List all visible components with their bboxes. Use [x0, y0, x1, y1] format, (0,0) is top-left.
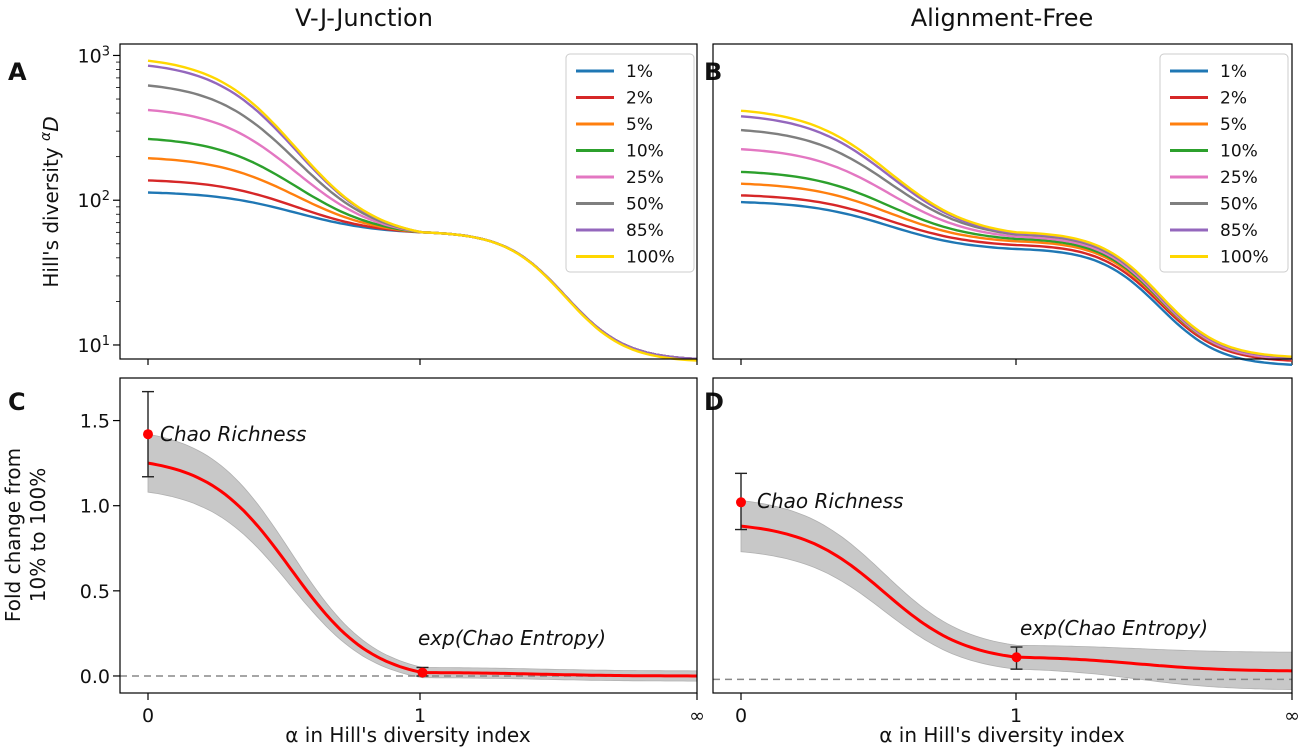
panela-legend-label-1pct: 1% — [626, 62, 653, 82]
panelb-legend-label-25pct: 25% — [1220, 168, 1258, 188]
panel-c-y-tick-label-3: 1.5 — [80, 411, 110, 433]
panela-legend-label-85pct: 85% — [626, 221, 664, 241]
panel-d-x-tick-label-2: ∞ — [1284, 705, 1299, 727]
panela-legend-label-10pct: 10% — [626, 142, 664, 162]
panel-c-y-axis-label-line1: Fold change from — [1, 448, 25, 622]
panel-c-x-tick-label-2: ∞ — [689, 705, 705, 727]
panel-c-plot: Chao Richness exp(Chao Entropy) — [120, 390, 698, 682]
panelb-line-1pct — [740, 200, 1293, 366]
panelb-legend-label-2pct: 2% — [1220, 89, 1247, 109]
panel-c-frame — [119, 377, 698, 694]
panelb-legend-label-5pct: 5% — [1220, 115, 1247, 135]
panela-legend-label-5pct: 5% — [626, 115, 653, 135]
panel-d-x-axis-label: α in Hill's diversity index — [879, 723, 1125, 747]
panel-c-y-tick-label-0: 0.0 — [80, 666, 110, 688]
panelb-legend-label-10pct: 10% — [1220, 142, 1258, 162]
panelb-legend-label-85pct: 85% — [1220, 221, 1258, 241]
panel-d-point-chao-entropy-label: exp(Chao Entropy) — [1020, 616, 1208, 640]
column-title-vj-junction: V-J-Junction — [295, 4, 433, 32]
panel-a-y-tick-label-3: 103 — [78, 44, 110, 68]
panela-legend-label-50pct: 50% — [626, 195, 664, 215]
panela-legend-box — [565, 53, 695, 273]
panelb-line-2pct — [740, 194, 1293, 362]
panel-a-y-tick-label-2: 102 — [78, 189, 110, 213]
panela-legend-label-25pct: 25% — [626, 168, 664, 188]
panel-c-point-chao-richness-label: Chao Richness — [160, 422, 306, 446]
panel-b-hill-diversity-af: 1% 2% 5% 10% 25% 50% 85% 100% — [712, 43, 1293, 366]
panel-d-plot: Chao Richness exp(Chao Entropy) — [713, 472, 1293, 691]
panelb-legend-label-100pct: 100% — [1220, 248, 1269, 268]
panelb-legend-label-1pct: 1% — [1220, 62, 1247, 82]
panel-a-legend: 1% 2% 5% 10% 25% 50% 85% 100% — [565, 53, 695, 273]
panela-legend-label-2pct: 2% — [626, 89, 653, 109]
panel-b-legend: 1% 2% 5% 10% 25% 50% 85% 100% — [1159, 53, 1289, 273]
panel-c-point-chao-entropy-label: exp(Chao Entropy) — [418, 626, 606, 650]
panel-d-frame — [712, 377, 1293, 694]
panel-letter-a: A — [8, 58, 27, 86]
panel-a-hill-diversity-vj: 101 102 103 1% 2% 5% 10% 25% 50% 85% 100% Hill's … — [38, 43, 1293, 365]
panel-c-ticks: 0 1 ∞ 0.0 0.5 1.0 1.5 — [80, 411, 705, 727]
panel-c-point-chao-richness-marker — [143, 429, 153, 440]
panel-d-x-tick-label-1: 1 — [1010, 705, 1022, 727]
panelb-line-25pct — [740, 148, 1293, 361]
panel-c-x-tick-label-0: 0 — [142, 705, 154, 727]
panela-line-100pct — [147, 59, 698, 362]
panel-d-point-chao-richness-label: Chao Richness — [757, 489, 903, 513]
panel-d-point-chao-entropy-marker — [1011, 652, 1022, 663]
panel-a-y-ticks: 101 102 103 — [78, 44, 1293, 365]
panel-c-x-axis-label: α in Hill's diversity index — [285, 723, 531, 747]
panela-legend-label-100pct: 100% — [626, 248, 675, 268]
column-title-alignment-free: Alignment-Free — [911, 4, 1094, 32]
panel-letter-c: C — [8, 388, 26, 416]
panel-d-ticks: 0 1 ∞ — [735, 693, 1299, 727]
panel-a-series-lines — [147, 59, 698, 362]
panel-letter-d: D — [704, 388, 724, 416]
panelb-line-100pct — [740, 109, 1293, 358]
panel-c-point-chao-entropy-marker — [417, 667, 428, 678]
panel-c-y-tick-label-1: 0.5 — [80, 581, 110, 603]
panel-d-x-tick-label-0: 0 — [735, 705, 747, 727]
panel-c-y-tick-label-2: 1.0 — [80, 496, 110, 518]
panel-b-series-lines — [740, 109, 1293, 366]
panel-c-x-tick-label-1: 1 — [414, 705, 426, 727]
panel-b-frame — [712, 43, 1293, 360]
panelb-legend-box — [1159, 53, 1289, 273]
panel-d-point-chao-richness-marker — [736, 497, 746, 508]
panel-a-y-axis-label: Hill's diversity αD — [38, 116, 63, 287]
panel-c-y-axis-label-line2: 10% to 100% — [26, 468, 50, 602]
panel-a-y-tick-label-1: 101 — [78, 333, 110, 357]
panel-a-frame — [119, 43, 698, 360]
panelb-legend-label-50pct: 50% — [1220, 195, 1258, 215]
panel-c-fold-change-vj: Chao Richness exp(Chao Entropy) 0 1 ∞ 0.0 0.5… — [1, 377, 705, 747]
panel-d-fold-change-af: Chao Richness exp(Chao Entropy) 0 1 ∞ α in … — [712, 377, 1299, 747]
